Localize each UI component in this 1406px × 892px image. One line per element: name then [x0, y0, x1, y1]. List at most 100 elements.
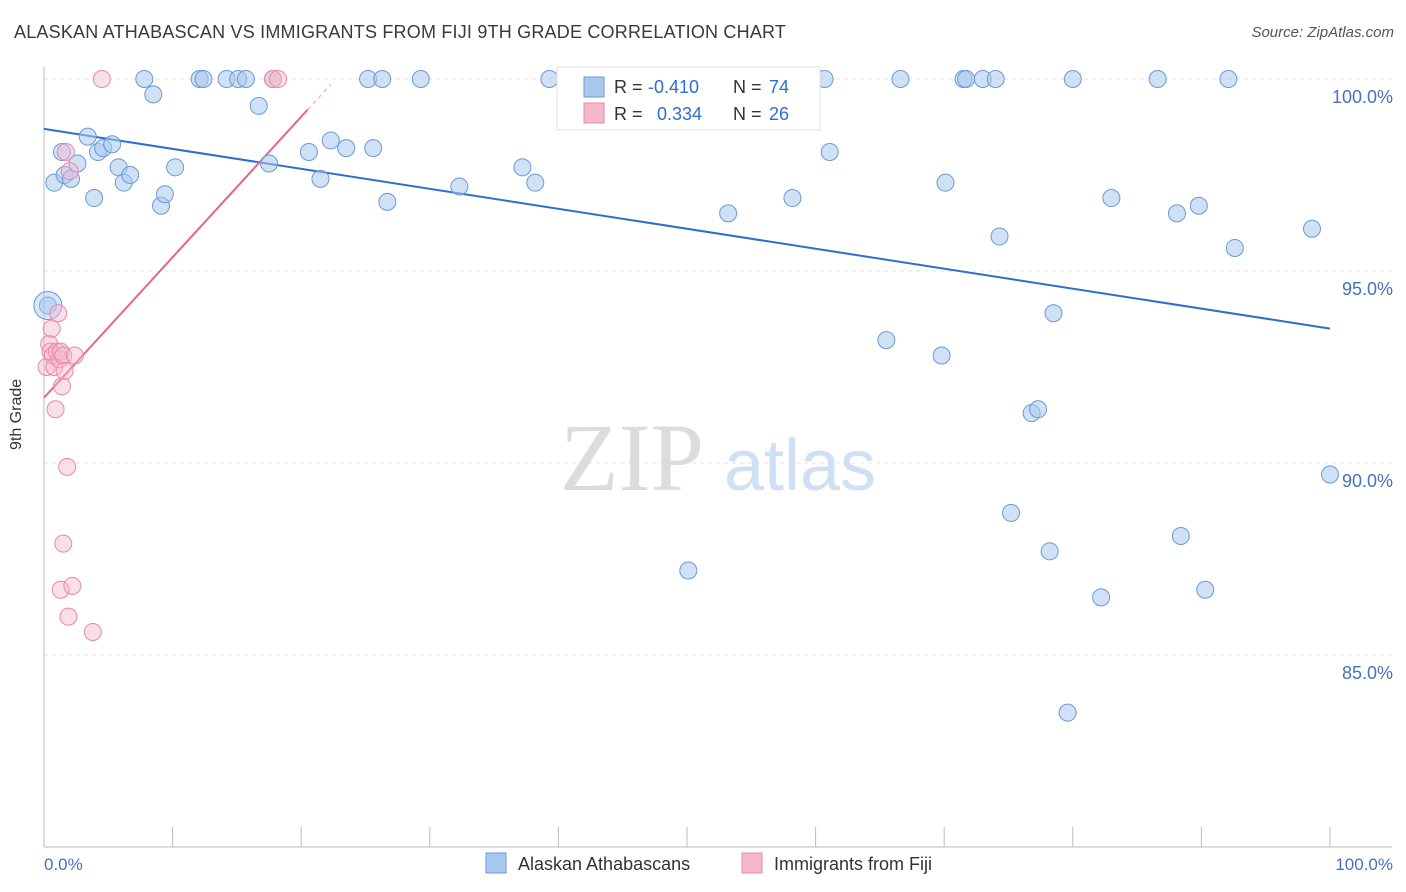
- point-athabascan-29: [321, 131, 340, 150]
- point-athabascan-20: [194, 70, 213, 88]
- legend-n-label-2: N =: [733, 104, 762, 124]
- point-fiji-3: [42, 319, 61, 338]
- point-athabascan-63: [1102, 189, 1121, 208]
- legend-bottom-label-1: Alaskan Athabascans: [518, 854, 690, 874]
- point-fiji-17: [54, 534, 73, 553]
- point-fiji-8: [49, 304, 68, 323]
- point-athabascan-65: [1167, 204, 1186, 223]
- point-athabascan-7: [85, 189, 104, 208]
- legend-n-value-2: 26: [769, 104, 789, 124]
- point-athabascan-62: [1092, 588, 1111, 607]
- point-athabascan-36: [450, 177, 469, 196]
- point-fiji-25: [269, 70, 288, 88]
- point-athabascan-38: [526, 173, 545, 192]
- point-athabascan-23: [236, 70, 255, 88]
- y-tick-label-2: 90.0%: [1342, 471, 1393, 491]
- point-athabascan-37: [513, 158, 532, 177]
- trend-line-fiji-extension: [307, 83, 332, 111]
- point-athabascan-13: [121, 166, 140, 184]
- point-athabascan-59: [1044, 304, 1063, 323]
- legend-n-value-1: 74: [769, 77, 789, 97]
- trend-line-athabascan: [43, 127, 1331, 330]
- point-fiji-23: [92, 70, 111, 88]
- point-fiji-6: [46, 400, 65, 419]
- point-athabascan-5: [68, 154, 87, 173]
- point-fiji-13: [55, 361, 74, 380]
- point-athabascan-14: [135, 70, 154, 88]
- grid-lines: [44, 78, 1392, 656]
- x-tick-label-max: 100.0%: [1335, 855, 1393, 874]
- legend-bottom-swatch-blue: [485, 852, 507, 874]
- point-athabascan-46: [877, 331, 896, 350]
- point-athabascan-47: [891, 70, 910, 88]
- source-label: Source: ZipAtlas.com: [1251, 24, 1394, 41]
- point-athabascan-0: [38, 296, 57, 315]
- point-fiji-16: [60, 162, 79, 181]
- series-immigrants-from-fiji: [37, 70, 288, 641]
- point-fiji-14: [56, 142, 75, 161]
- point-athabascan-48: [932, 346, 951, 365]
- point-athabascan-35: [411, 70, 430, 88]
- point-fiji-18: [51, 580, 70, 599]
- point-athabascan-55: [1002, 503, 1021, 522]
- point-fiji-11: [53, 377, 72, 396]
- point-fiji-22: [65, 346, 84, 365]
- point-athabascan-2: [53, 142, 72, 161]
- point-fiji-19: [59, 607, 78, 626]
- point-athabascan-25: [260, 154, 279, 173]
- legend-stats: R = -0.410 N = 74 R = 0.334 N = 26: [556, 66, 821, 131]
- point-athabascan-57: [1029, 400, 1048, 419]
- point-athabascan-43: [783, 189, 802, 208]
- point-athabascan-66: [1171, 526, 1190, 545]
- point-athabascan-61: [1063, 70, 1082, 88]
- point-athabascan-68: [1196, 580, 1215, 599]
- legend-r-value-2: 0.334: [657, 104, 702, 124]
- point-athabascan-10: [103, 135, 122, 154]
- x-ticks: [43, 827, 1331, 847]
- legend-series: Alaskan Athabascans Immigrants from Fiji: [485, 852, 932, 874]
- point-athabascan-53: [986, 70, 1005, 88]
- legend-r-label-2: R =: [614, 104, 643, 124]
- y-tick-label-3: 85.0%: [1342, 663, 1393, 683]
- point-athabascan-28: [311, 169, 330, 188]
- legend-r-value-1: -0.410: [648, 77, 699, 97]
- point-athabascan-49: [936, 173, 955, 192]
- point-fiji-15: [58, 457, 77, 476]
- legend-r-label-1: R =: [614, 77, 643, 97]
- point-athabascan-69: [1219, 70, 1238, 88]
- point-fiji-21: [83, 622, 102, 641]
- x-tick-label-min: 0.0%: [44, 855, 83, 874]
- point-athabascan-64: [1148, 70, 1167, 88]
- point-athabascan-67: [1189, 196, 1208, 215]
- point-athabascan-42: [719, 204, 738, 223]
- y-tick-label-0: 100.0%: [1332, 87, 1393, 107]
- watermark-atlas: atlas: [724, 426, 876, 506]
- y-tick-labels: 100.0% 95.0% 90.0% 85.0%: [1332, 87, 1393, 683]
- trend-lines: [43, 83, 1331, 399]
- point-athabascan-27: [299, 142, 318, 161]
- point-athabascan-60: [1058, 703, 1077, 722]
- point-athabascan-6: [78, 127, 97, 146]
- point-athabascan-58: [1040, 542, 1059, 561]
- legend-swatch-blue: [583, 76, 605, 98]
- point-athabascan-33: [373, 70, 392, 88]
- axes: [43, 67, 1392, 848]
- point-fiji-20: [63, 576, 82, 595]
- point-athabascan-39: [540, 70, 559, 88]
- legend-bottom-label-2: Immigrants from Fiji: [774, 854, 932, 874]
- point-fiji-24: [263, 70, 282, 88]
- watermark-zip: ZIP: [560, 404, 704, 511]
- point-athabascan-54: [990, 227, 1009, 246]
- point-athabascan-70: [1225, 238, 1244, 257]
- point-athabascan-30: [337, 139, 356, 158]
- point-athabascan-18: [166, 158, 185, 177]
- point-athabascan-15: [144, 85, 163, 104]
- point-athabascan-72: [1321, 465, 1339, 484]
- legend-swatch-pink: [583, 102, 605, 124]
- point-athabascan-34: [378, 192, 397, 211]
- point-athabascan-32: [364, 139, 383, 158]
- legend-bottom-swatch-pink: [741, 852, 763, 874]
- legend-n-label-1: N =: [733, 77, 762, 97]
- point-athabascan-51: [957, 70, 976, 88]
